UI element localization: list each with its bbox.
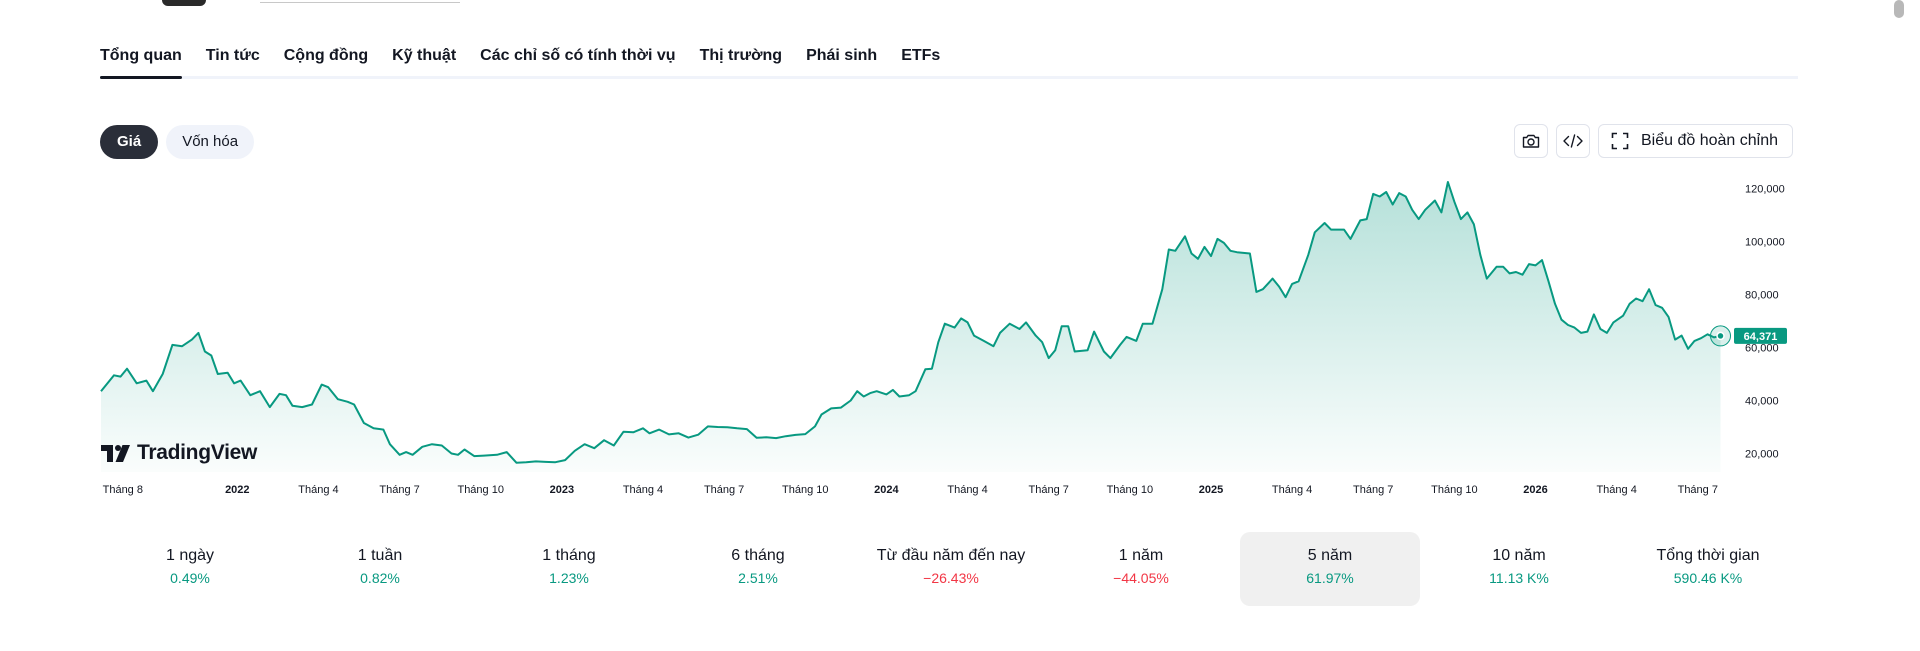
period-change: 1.23% bbox=[549, 570, 589, 586]
tradingview-logo-text: TradingView bbox=[137, 441, 258, 464]
tab-news[interactable]: Tin tức bbox=[205, 47, 260, 64]
period-1-year[interactable]: 1 năm −44.05% bbox=[1051, 532, 1231, 606]
code-icon bbox=[1563, 134, 1583, 148]
scrollbar-thumb[interactable] bbox=[1894, 0, 1904, 18]
period-change: 0.82% bbox=[360, 570, 400, 586]
period-label: 1 năm bbox=[1118, 547, 1164, 564]
tab-seasonals[interactable]: Các chỉ số có tính thời vụ bbox=[480, 47, 676, 64]
tab-etfs[interactable]: ETFs bbox=[901, 47, 941, 64]
period-label: 1 tuần bbox=[357, 547, 403, 564]
x-tick-label: 2024 bbox=[874, 484, 899, 496]
x-tick-label: 2026 bbox=[1523, 484, 1547, 496]
chart-toolbar: Biểu đồ hoàn chỉnh bbox=[1514, 124, 1793, 158]
period-label: Tổng thời gian bbox=[1656, 547, 1760, 564]
x-tick-label: Tháng 8 bbox=[103, 484, 143, 496]
period-label: Từ đầu năm đến nay bbox=[876, 547, 1026, 564]
x-tick-label: Tháng 7 bbox=[704, 484, 744, 496]
tab-derivatives[interactable]: Phái sinh bbox=[806, 47, 878, 64]
period-change: −26.43% bbox=[923, 570, 979, 586]
x-tick-label: Tháng 7 bbox=[1029, 484, 1069, 496]
period-ytd[interactable]: Từ đầu năm đến nay −26.43% bbox=[856, 532, 1046, 606]
last-price-dot bbox=[1716, 331, 1725, 341]
performance-periods: 1 ngày 0.49% 1 tuần 0.82% 1 tháng 1.23% … bbox=[100, 532, 1798, 606]
period-change: −44.05% bbox=[1113, 570, 1169, 586]
tab-technicals[interactable]: Kỹ thuật bbox=[392, 47, 457, 64]
embed-button[interactable] bbox=[1556, 124, 1590, 158]
x-tick-label: Tháng 10 bbox=[782, 484, 828, 496]
price-mode-button[interactable]: Giá bbox=[100, 125, 159, 159]
y-tick-label: 120,000 bbox=[1745, 184, 1785, 196]
y-tick-label: 60,000 bbox=[1745, 343, 1779, 355]
x-tick-label: 2025 bbox=[1199, 484, 1223, 496]
period-label: 1 tháng bbox=[542, 547, 596, 564]
period-1-day[interactable]: 1 ngày 0.49% bbox=[100, 532, 280, 606]
y-tick-label: 20,000 bbox=[1745, 448, 1779, 460]
period-label: 1 ngày bbox=[165, 547, 215, 564]
tab-overview[interactable]: Tổng quan bbox=[100, 46, 182, 79]
period-label: 5 năm bbox=[1307, 547, 1353, 564]
period-10-years[interactable]: 10 năm 11.13 K% bbox=[1429, 532, 1609, 606]
x-tick-label: Tháng 4 bbox=[947, 484, 987, 496]
period-6-months[interactable]: 6 tháng 2.51% bbox=[668, 532, 848, 606]
last-price-badge bbox=[1734, 327, 1787, 344]
chart-mode-switch: Giá Vốn hóa bbox=[100, 125, 255, 159]
x-tick-label: 2022 bbox=[225, 484, 249, 496]
x-tick-label: Tháng 7 bbox=[379, 484, 419, 496]
x-tick-label: Tháng 10 bbox=[457, 484, 503, 496]
x-tick-label: Tháng 7 bbox=[1353, 484, 1393, 496]
tradingview-logo[interactable]: TradingView bbox=[101, 441, 257, 465]
last-price-marker: 64,371 bbox=[1710, 325, 1787, 347]
price-area-fill bbox=[101, 182, 1721, 472]
fullscreen-chart-label: Biểu đồ hoàn chỉnh bbox=[1641, 132, 1778, 149]
tradingview-logo-icon bbox=[101, 444, 130, 462]
period-1-week[interactable]: 1 tuần 0.82% bbox=[290, 532, 470, 606]
x-tick-label: Tháng 4 bbox=[1596, 484, 1636, 496]
x-tick-label: Tháng 4 bbox=[298, 484, 338, 496]
period-all-time[interactable]: Tổng thời gian 590.46 K% bbox=[1618, 532, 1798, 606]
period-label: 10 năm bbox=[1492, 547, 1546, 564]
last-price-label: 64,371 bbox=[1744, 331, 1778, 343]
period-change: 61.97% bbox=[1306, 570, 1354, 586]
header-button-stub[interactable] bbox=[162, 0, 206, 6]
y-tick-label: 40,000 bbox=[1745, 395, 1779, 407]
period-change: 0.49% bbox=[170, 570, 210, 586]
period-change: 11.13 K% bbox=[1489, 570, 1549, 586]
fullscreen-chart-button[interactable]: Biểu đồ hoàn chỉnh bbox=[1598, 124, 1793, 158]
x-tick-label: Tháng 10 bbox=[1107, 484, 1153, 496]
x-tick-label: 2023 bbox=[550, 484, 574, 496]
x-tick-label: Tháng 4 bbox=[623, 484, 663, 496]
period-5-years[interactable]: 5 năm 61.97% bbox=[1240, 532, 1420, 606]
expand-icon bbox=[1611, 132, 1629, 150]
snapshot-button[interactable] bbox=[1514, 124, 1548, 158]
period-change: 590.46 K% bbox=[1673, 570, 1743, 586]
tab-markets[interactable]: Thị trường bbox=[699, 47, 783, 64]
y-tick-label: 80,000 bbox=[1745, 290, 1779, 302]
price-line bbox=[100, 181, 1721, 464]
camera-icon bbox=[1522, 134, 1540, 148]
y-tick-label: 100,000 bbox=[1745, 237, 1785, 249]
x-tick-label: Tháng 7 bbox=[1678, 484, 1718, 496]
last-price-halo bbox=[1710, 325, 1732, 347]
period-label: 6 tháng bbox=[731, 547, 785, 564]
header-divider bbox=[260, 0, 460, 3]
x-tick-label: Tháng 10 bbox=[1431, 484, 1477, 496]
tab-community[interactable]: Cộng đồng bbox=[283, 47, 369, 64]
market-cap-mode-button[interactable]: Vốn hóa bbox=[166, 125, 255, 159]
x-tick-label: Tháng 4 bbox=[1272, 484, 1312, 496]
symbol-tabs: Tổng quan Tin tức Cộng đồng Kỹ thuật Các… bbox=[100, 46, 1798, 79]
period-change: 2.51% bbox=[738, 570, 778, 586]
x-axis: Tháng 8 2022 Tháng 4 Tháng 7 Tháng 10 2023 Thá… bbox=[103, 484, 1718, 496]
period-1-month[interactable]: 1 tháng 1.23% bbox=[479, 532, 659, 606]
y-axis: 120,000 100,000 80,000 60,000 40,000 20,000 bbox=[1745, 184, 1785, 461]
